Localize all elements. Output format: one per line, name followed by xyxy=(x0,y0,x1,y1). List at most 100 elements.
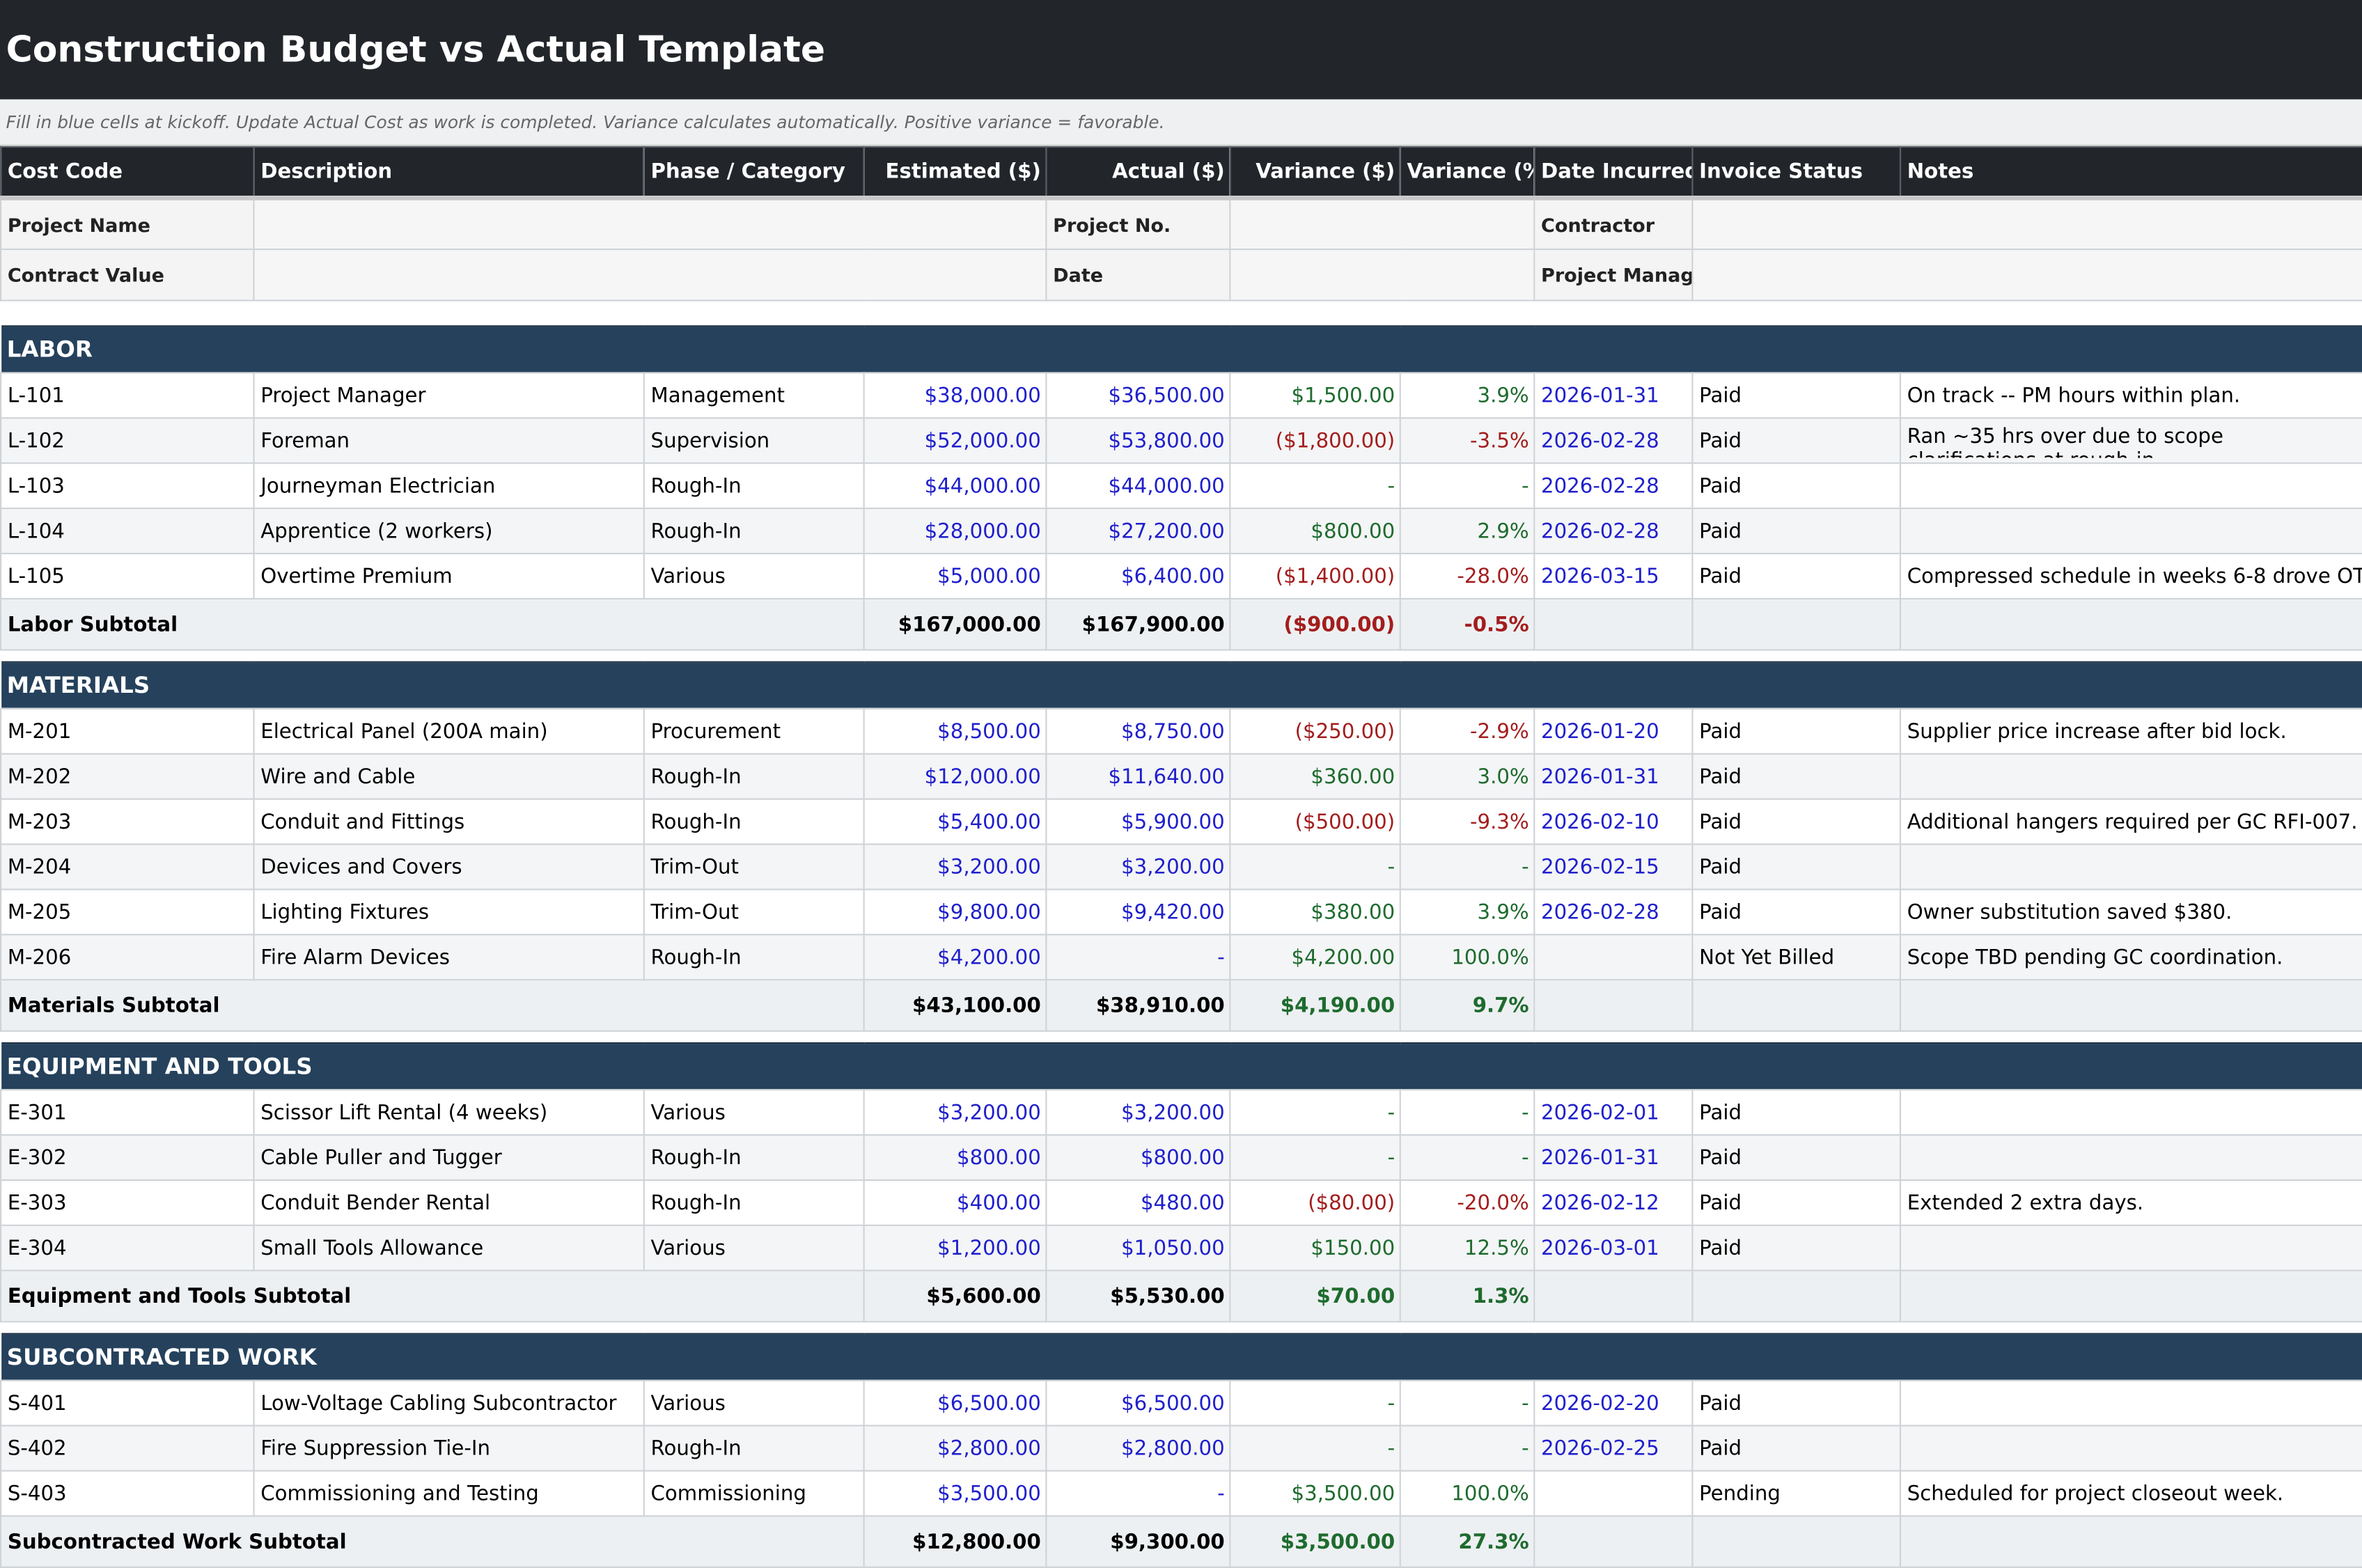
notes-cell[interactable]: Supplier price increase after bid lock. xyxy=(1899,707,2362,755)
invoice-status-cell[interactable]: Paid xyxy=(1691,888,1902,936)
notes-cell[interactable]: Extended 2 extra days. xyxy=(1899,1179,2362,1226)
invoice-status-cell[interactable]: Paid xyxy=(1691,1134,1902,1182)
subtotal-estimated[interactable]: $5,600.00 xyxy=(863,1269,1047,1323)
estimated-cell[interactable]: $44,000.00 xyxy=(863,462,1047,510)
cost-code-cell[interactable]: L-102 xyxy=(0,417,255,464)
phase-cell[interactable]: Various xyxy=(643,552,865,599)
cost-code-cell[interactable]: S-401 xyxy=(0,1379,255,1427)
actual-cell[interactable]: $1,050.00 xyxy=(1045,1224,1231,1271)
actual-cell[interactable]: $11,640.00 xyxy=(1045,753,1231,800)
actual-cell[interactable]: $36,500.00 xyxy=(1045,372,1231,419)
date-incurred-cell[interactable] xyxy=(1533,1470,1694,1517)
col-header-notes[interactable]: Notes xyxy=(1899,146,2362,201)
date-field[interactable] xyxy=(1229,248,1535,301)
description-cell[interactable]: Wire and Cable xyxy=(253,753,645,800)
variance-pct-cell[interactable]: -2.9% xyxy=(1399,707,1535,755)
subtotal-date[interactable] xyxy=(1533,979,1694,1032)
invoice-status-cell[interactable]: Paid xyxy=(1691,753,1902,800)
date-incurred-cell[interactable]: 2026-02-28 xyxy=(1533,888,1694,936)
description-cell[interactable]: Foreman xyxy=(253,417,645,464)
notes-cell[interactable]: On track -- PM hours within plan. xyxy=(1899,372,2362,419)
col-header-variance[interactable]: Variance ($) xyxy=(1229,146,1401,201)
notes-cell[interactable] xyxy=(1899,508,2362,555)
contract-value-field[interactable] xyxy=(253,248,1047,301)
subtotal-status[interactable] xyxy=(1691,979,1902,1032)
contractor-field[interactable] xyxy=(1691,197,2362,251)
phase-cell[interactable]: Various xyxy=(643,1089,865,1136)
phase-cell[interactable]: Procurement xyxy=(643,707,865,755)
invoice-status-cell[interactable]: Paid xyxy=(1691,417,1902,464)
subtotal-date[interactable] xyxy=(1533,1515,1694,1568)
cost-code-cell[interactable]: E-303 xyxy=(0,1179,255,1226)
cost-code-cell[interactable]: S-403 xyxy=(0,1470,255,1517)
date-incurred-cell[interactable]: 2026-02-28 xyxy=(1533,462,1694,510)
invoice-status-cell[interactable]: Paid xyxy=(1691,1379,1902,1427)
description-cell[interactable]: Apprentice (2 workers) xyxy=(253,508,645,555)
description-cell[interactable]: Electrical Panel (200A main) xyxy=(253,707,645,755)
estimated-cell[interactable]: $2,800.00 xyxy=(863,1425,1047,1472)
actual-cell[interactable]: $3,200.00 xyxy=(1045,1089,1231,1136)
actual-cell[interactable]: $6,500.00 xyxy=(1045,1379,1231,1427)
notes-cell[interactable] xyxy=(1899,462,2362,510)
subtotal-notes[interactable] xyxy=(1899,1269,2362,1323)
variance-pct-cell[interactable]: - xyxy=(1399,1134,1535,1182)
project-no-field[interactable] xyxy=(1229,197,1535,251)
cost-code-cell[interactable]: M-201 xyxy=(0,707,255,755)
invoice-status-cell[interactable]: Paid xyxy=(1691,1089,1902,1136)
notes-cell[interactable] xyxy=(1899,1379,2362,1427)
invoice-status-cell[interactable]: Pending xyxy=(1691,1470,1902,1517)
variance-pct-cell[interactable]: -3.5% xyxy=(1399,417,1535,464)
variance-pct-cell[interactable]: -28.0% xyxy=(1399,552,1535,599)
cost-code-cell[interactable]: L-103 xyxy=(0,462,255,510)
variance-cell[interactable]: $800.00 xyxy=(1229,508,1401,555)
estimated-cell[interactable]: $400.00 xyxy=(863,1179,1047,1226)
invoice-status-cell[interactable]: Not Yet Billed xyxy=(1691,934,1902,981)
subtotal-variance-pct[interactable]: -0.5% xyxy=(1399,597,1535,651)
cost-code-cell[interactable]: M-205 xyxy=(0,888,255,936)
subtotal-actual[interactable]: $167,900.00 xyxy=(1045,597,1231,651)
phase-cell[interactable]: Rough-In xyxy=(643,934,865,981)
variance-cell[interactable]: - xyxy=(1229,1379,1401,1427)
subtotal-actual[interactable]: $5,530.00 xyxy=(1045,1269,1231,1323)
actual-cell[interactable]: $2,800.00 xyxy=(1045,1425,1231,1472)
date-incurred-cell[interactable]: 2026-01-31 xyxy=(1533,1134,1694,1182)
description-cell[interactable]: Lighting Fixtures xyxy=(253,888,645,936)
subtotal-variance[interactable]: $3,500.00 xyxy=(1229,1515,1401,1568)
estimated-cell[interactable]: $38,000.00 xyxy=(863,372,1047,419)
date-incurred-cell[interactable]: 2026-01-31 xyxy=(1533,372,1694,419)
variance-cell[interactable]: $4,200.00 xyxy=(1229,934,1401,981)
subtotal-variance[interactable]: $4,190.00 xyxy=(1229,979,1401,1032)
actual-cell[interactable]: $5,900.00 xyxy=(1045,798,1231,845)
col-header-phase[interactable]: Phase / Category xyxy=(643,146,865,201)
phase-cell[interactable]: Rough-In xyxy=(643,508,865,555)
variance-pct-cell[interactable]: 3.9% xyxy=(1399,372,1535,419)
estimated-cell[interactable]: $8,500.00 xyxy=(863,707,1047,755)
phase-cell[interactable]: Management xyxy=(643,372,865,419)
description-cell[interactable]: Fire Suppression Tie-In xyxy=(253,1425,645,1472)
notes-cell[interactable] xyxy=(1899,1134,2362,1182)
col-header-date-incurred[interactable]: Date Incurred xyxy=(1533,146,1694,201)
section-title[interactable]: MATERIALS xyxy=(1,661,2362,709)
subtotal-notes[interactable] xyxy=(1899,979,2362,1032)
date-incurred-cell[interactable]: 2026-02-10 xyxy=(1533,798,1694,845)
estimated-cell[interactable]: $9,800.00 xyxy=(863,888,1047,936)
variance-pct-cell[interactable]: 3.0% xyxy=(1399,753,1535,800)
subtotal-variance-pct[interactable]: 1.3% xyxy=(1399,1269,1535,1323)
description-cell[interactable]: Scissor Lift Rental (4 weeks) xyxy=(253,1089,645,1136)
subtotal-date[interactable] xyxy=(1533,597,1694,651)
phase-cell[interactable]: Various xyxy=(643,1224,865,1271)
description-cell[interactable]: Conduit Bender Rental xyxy=(253,1179,645,1226)
col-header-actual[interactable]: Actual ($) xyxy=(1045,146,1231,201)
subtotal-status[interactable] xyxy=(1691,1269,1902,1323)
date-incurred-cell[interactable]: 2026-01-20 xyxy=(1533,707,1694,755)
variance-cell[interactable]: ($1,400.00) xyxy=(1229,552,1401,599)
description-cell[interactable]: Overtime Premium xyxy=(253,552,645,599)
cost-code-cell[interactable]: E-304 xyxy=(0,1224,255,1271)
phase-cell[interactable]: Rough-In xyxy=(643,753,865,800)
section-title[interactable]: EQUIPMENT AND TOOLS xyxy=(1,1042,2362,1090)
actual-cell[interactable]: $44,000.00 xyxy=(1045,462,1231,510)
date-incurred-cell[interactable]: 2026-02-28 xyxy=(1533,508,1694,555)
variance-cell[interactable]: ($250.00) xyxy=(1229,707,1401,755)
variance-pct-cell[interactable]: - xyxy=(1399,462,1535,510)
estimated-cell[interactable]: $52,000.00 xyxy=(863,417,1047,464)
